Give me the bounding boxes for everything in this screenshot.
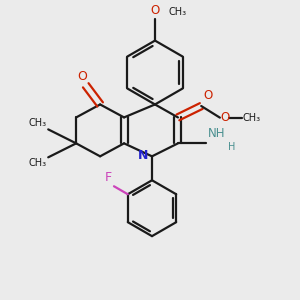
Text: N: N [138,149,148,162]
Text: H: H [228,142,235,152]
Text: CH₃: CH₃ [28,118,46,128]
Text: CH₃: CH₃ [169,7,187,16]
Text: O: O [203,89,212,102]
Text: F: F [105,171,112,184]
Text: O: O [221,111,230,124]
Text: O: O [150,4,160,16]
Text: CH₃: CH₃ [243,112,261,123]
Text: O: O [77,70,87,83]
Text: CH₃: CH₃ [28,158,46,168]
Text: NH: NH [208,128,225,140]
